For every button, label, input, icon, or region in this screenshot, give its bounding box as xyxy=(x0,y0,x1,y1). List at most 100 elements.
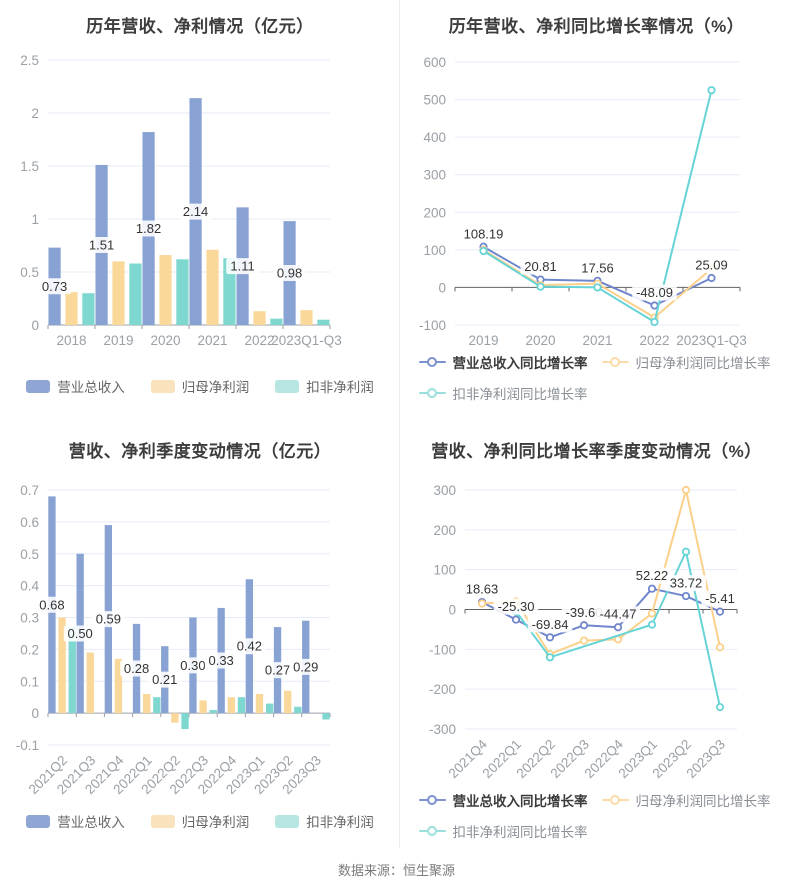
legend-item-扣非净利润同比增长率[interactable]: 扣非净利润同比增长率 xyxy=(418,383,588,403)
value-label-bg xyxy=(632,284,677,301)
value-labels: 0.680.50 0.59 0.280.210.30 0.33 0.420.27 0.29 xyxy=(35,596,323,688)
legend-item-归母净利润同比增长率[interactable]: 归母净利润同比增长率 xyxy=(601,352,771,372)
data-point[interactable] xyxy=(479,246,488,256)
bar[interactable] xyxy=(227,697,235,714)
data-point[interactable] xyxy=(707,273,716,283)
value-label: 0.42 xyxy=(237,639,262,654)
bar[interactable] xyxy=(223,258,236,325)
data-point[interactable] xyxy=(650,317,659,327)
legend-item-归母净利润同比增长率[interactable]: 归母净利润同比增长率 xyxy=(601,790,771,810)
data-point[interactable] xyxy=(579,636,589,645)
legend-item-营业总收入同比增长率[interactable]: 营业总收入同比增长率 xyxy=(418,352,588,372)
series-营业总收入 xyxy=(48,98,296,325)
value-label-bg xyxy=(85,236,118,253)
data-point[interactable] xyxy=(715,702,725,712)
data-point[interactable] xyxy=(593,283,602,292)
bar[interactable] xyxy=(284,690,292,714)
bar[interactable] xyxy=(255,694,264,714)
data-point[interactable] xyxy=(477,599,487,608)
data-point[interactable] xyxy=(681,591,691,601)
data-point[interactable] xyxy=(536,282,545,291)
legend-quarterly-growth-rate: 营业总收入同比增长率 归母净利润同比增长率 扣非净利润同比增长率 xyxy=(418,790,775,841)
bar[interactable] xyxy=(82,293,95,325)
bar[interactable] xyxy=(300,310,313,325)
bar[interactable] xyxy=(112,261,125,325)
value-label-bg xyxy=(261,662,294,679)
bar[interactable] xyxy=(114,658,123,714)
bar[interactable] xyxy=(65,292,78,325)
x-axis-label: 2019 xyxy=(468,333,498,348)
data-point[interactable] xyxy=(715,607,725,616)
data-point[interactable] xyxy=(647,584,657,593)
data-point[interactable] xyxy=(545,633,555,642)
value-label: 0.30 xyxy=(180,658,205,673)
bar[interactable] xyxy=(171,713,179,723)
chart-canvas-quarterly-growth-rate[interactable]: -300-200-10001002003002021Q42022Q12022Q2… xyxy=(400,425,793,860)
bar[interactable] xyxy=(322,713,330,720)
data-point[interactable] xyxy=(511,615,521,624)
value-label: 1.11 xyxy=(230,259,254,274)
bar[interactable] xyxy=(143,694,151,714)
x-axis-label: 2022 xyxy=(639,333,669,348)
bar[interactable] xyxy=(265,703,274,714)
chart-canvas-annual-revenue-profit[interactable]: 0 0.5 1 1.5 2 2.5 2018 2019 2020 2021 20222023Q1-Q… xyxy=(0,0,400,425)
series-归母净利润同比增长率 xyxy=(477,485,725,659)
value-label-bg xyxy=(35,596,69,613)
bar[interactable] xyxy=(294,706,302,714)
bar[interactable] xyxy=(270,318,283,325)
bar[interactable] xyxy=(199,700,207,714)
legend-item-营业总收入[interactable]: 营业总收入 xyxy=(26,376,125,396)
data-point[interactable] xyxy=(613,623,623,632)
chart-canvas-annual-growth-rate[interactable]: -100 0 100 200 300 400 500 600 2019 2020 2021 2022 2… xyxy=(400,0,793,425)
data-point[interactable] xyxy=(545,653,555,662)
value-label-bg xyxy=(527,616,573,633)
data-point[interactable] xyxy=(647,609,657,618)
y-tick-label: 0.2 xyxy=(20,642,39,657)
data-point[interactable] xyxy=(715,643,725,652)
y-tick-label: 1.5 xyxy=(20,159,39,174)
legend-label: 扣非净利润同比增长率 xyxy=(452,825,588,840)
bar[interactable] xyxy=(206,249,219,325)
data-point[interactable] xyxy=(647,620,657,629)
legend-item-归母净利润[interactable]: 归母净利润 xyxy=(150,376,249,396)
bar[interactable] xyxy=(253,311,266,325)
bar[interactable] xyxy=(176,259,189,325)
data-point[interactable] xyxy=(681,485,691,495)
bar[interactable] xyxy=(129,263,142,325)
series-line xyxy=(481,489,721,656)
data-point[interactable] xyxy=(707,86,716,95)
bar[interactable] xyxy=(181,713,189,730)
legend-item-扣非净利润[interactable]: 扣非净利润 xyxy=(275,376,374,396)
data-point[interactable] xyxy=(579,621,589,630)
legend-annual-revenue-profit: 营业总收入 归母净利润 扣非净利润 xyxy=(0,376,400,396)
value-label-bg xyxy=(462,581,502,598)
bar[interactable] xyxy=(58,617,66,714)
legend-item-营业总收入同比增长率[interactable]: 营业总收入同比增长率 xyxy=(418,790,588,810)
legend-swatch-icon xyxy=(275,814,300,828)
data-point[interactable] xyxy=(650,301,659,310)
y-tick-label: -0.1 xyxy=(16,738,39,753)
bar[interactable] xyxy=(68,627,76,714)
legend-item-营业总收入[interactable]: 营业总收入 xyxy=(26,811,125,831)
y-tick-label: 600 xyxy=(423,55,446,70)
value-label-bg xyxy=(595,606,641,623)
bar[interactable] xyxy=(86,652,94,714)
value-label: 108.19 xyxy=(464,226,504,241)
bar[interactable] xyxy=(209,709,217,714)
legend-item-归母净利润[interactable]: 归母净利润 xyxy=(150,811,249,831)
value-label-bg xyxy=(38,278,71,295)
data-point[interactable] xyxy=(681,547,691,556)
bar[interactable] xyxy=(159,255,172,325)
bar[interactable] xyxy=(317,319,330,325)
value-label: 0.59 xyxy=(96,612,121,627)
value-label: -5.41 xyxy=(705,591,735,606)
bar[interactable] xyxy=(153,697,161,714)
x-axis-label: 2020 xyxy=(150,333,180,348)
chart-canvas-quarterly-revenue-profit[interactable]: -0.100.10.20.30.40.50.60.72021Q22021Q320… xyxy=(0,425,400,860)
value-label-bg xyxy=(666,575,706,592)
value-label: 0.50 xyxy=(67,626,92,641)
bar[interactable] xyxy=(237,697,246,714)
panel-annual-growth-rate: 历年营收、净利同比增长率情况（%） -100 0 100 200 300 400 500 60… xyxy=(400,0,793,425)
legend-item-扣非净利润同比增长率[interactable]: 扣非净利润同比增长率 xyxy=(418,821,588,841)
legend-item-扣非净利润[interactable]: 扣非净利润 xyxy=(275,811,374,831)
